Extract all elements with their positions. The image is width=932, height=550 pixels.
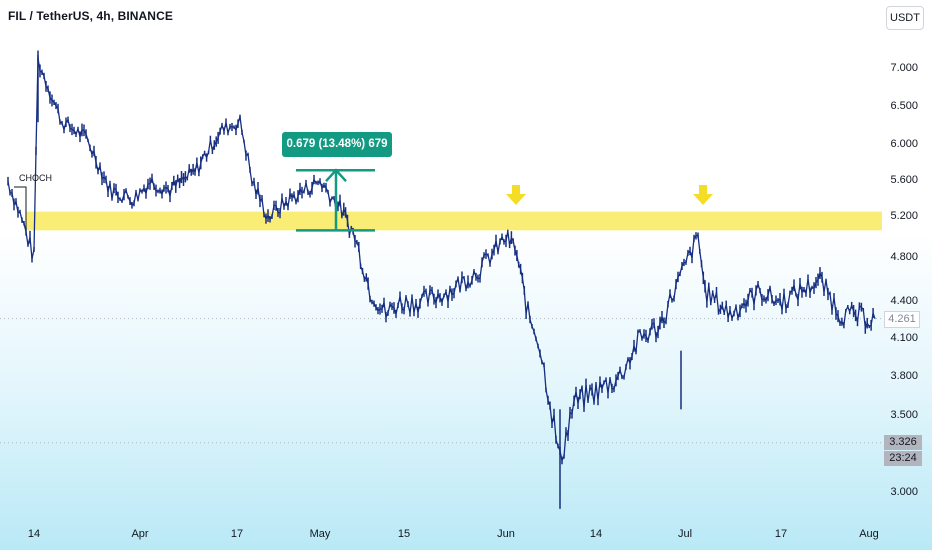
current-price-badge: 4.261	[884, 311, 920, 328]
choch-label: CHOCH	[19, 173, 52, 183]
choch-marker	[14, 186, 27, 232]
measure-arrow-icon	[325, 168, 347, 183]
y-tick-label: 4.800	[890, 251, 918, 263]
countdown-badge: 23:24	[884, 451, 922, 466]
y-tick-label: 4.400	[890, 295, 918, 307]
y-tick-label: 3.000	[890, 486, 918, 498]
x-tick-label: Aug	[859, 528, 879, 540]
y-tick-label: 5.600	[890, 174, 918, 186]
down-arrow-icon	[693, 185, 713, 205]
x-tick-label: 14	[27, 528, 41, 540]
currency-button[interactable]: USDT	[886, 6, 924, 30]
y-tick-label: 3.500	[890, 409, 918, 421]
chart-title: FIL / TetherUS, 4h, BINANCE	[8, 9, 173, 23]
marked-price-badge: 3.326	[884, 435, 922, 450]
price-series-line	[7, 57, 876, 463]
x-tick-label: 15	[397, 528, 411, 540]
y-tick-label: 6.000	[890, 138, 918, 150]
x-tick-label: 14	[589, 528, 603, 540]
y-tick-label: 5.200	[890, 210, 918, 222]
y-tick-label: 7.000	[890, 62, 918, 74]
y-tick-label: 4.100	[890, 332, 918, 344]
x-tick-label: Apr	[131, 528, 149, 540]
x-tick-label: 17	[774, 528, 788, 540]
x-tick-label: May	[309, 528, 331, 540]
measure-label: 0.679 (13.48%) 679	[282, 132, 392, 157]
x-tick-label: 17	[230, 528, 244, 540]
down-arrow-icon	[506, 185, 526, 205]
x-tick-label: Jul	[677, 528, 693, 540]
y-tick-label: 6.500	[890, 100, 918, 112]
y-tick-label: 3.800	[890, 370, 918, 382]
support-zone[interactable]	[26, 211, 882, 231]
x-tick-label: Jun	[497, 528, 515, 540]
